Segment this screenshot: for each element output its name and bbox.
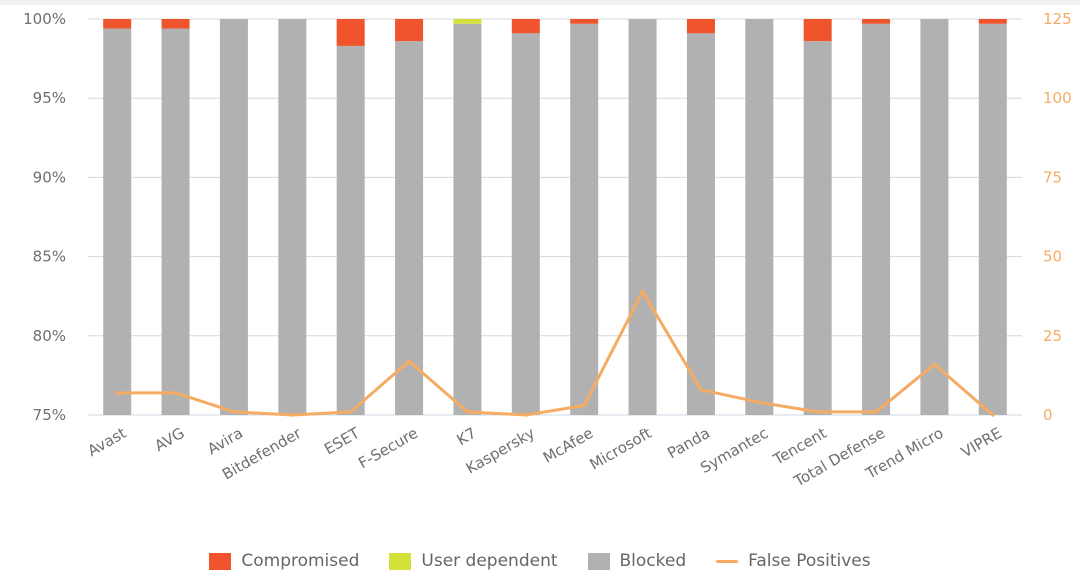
legend-color-swatch (209, 552, 232, 570)
bar-compromised (570, 19, 599, 24)
left-y-tick-label: 90% (33, 168, 66, 186)
bar-compromised (336, 19, 365, 46)
false-positives-point (932, 362, 937, 367)
right-y-tick-label: 0 (1043, 406, 1053, 424)
bar-compromised (511, 19, 540, 34)
category-label: AVG (152, 424, 188, 455)
bar-compromised (978, 19, 1007, 24)
bar-blocked (920, 19, 949, 415)
false-positives-point (407, 359, 411, 363)
bar-user-dependent (453, 19, 482, 24)
left-y-tick-label: 80% (33, 327, 66, 345)
bar-blocked (862, 23, 891, 415)
bar-compromised (862, 19, 891, 24)
false-positives-point (173, 391, 178, 395)
category-label: VIPRE (958, 424, 1005, 461)
legend-label: Compromised (241, 551, 360, 571)
false-positives-point (815, 410, 820, 414)
false-positives-point (991, 413, 995, 417)
legend-color-swatch (389, 552, 412, 570)
bar-blocked (453, 23, 482, 415)
category-label: ESET (321, 423, 363, 458)
bar-blocked (686, 33, 715, 415)
false-positives-point (115, 391, 119, 395)
category-label: Avast (85, 424, 130, 460)
bar-compromised (803, 19, 832, 42)
chart-legend: Compromised User dependent Blocked False Po… (0, 548, 1080, 574)
bar-blocked (745, 19, 774, 415)
false-positives-line (115, 289, 995, 417)
false-positives-point (232, 410, 236, 414)
bar-blocked (628, 19, 657, 415)
legend-label: Blocked (619, 551, 687, 571)
legend-item: False Positives (716, 551, 871, 571)
bar-compromised (686, 19, 715, 34)
category-label: Microsoft (586, 424, 654, 474)
legend-label: False Positives (748, 551, 871, 571)
right-y-tick-label: 75 (1043, 168, 1062, 186)
bar-blocked (161, 28, 190, 416)
false-positives-point (757, 400, 762, 405)
false-positives-point (524, 413, 528, 417)
left-y-tick-label: 85% (33, 248, 66, 266)
category-label: K7 (454, 424, 480, 449)
bar-blocked (570, 23, 599, 415)
left-y-tick-label: 75% (33, 406, 66, 424)
false-positives-point (465, 410, 470, 414)
false-positives-point (874, 410, 878, 414)
bar-compromised (395, 19, 424, 42)
bar-blocked (278, 19, 307, 415)
bar-blocked (336, 45, 365, 415)
bar-blocked (395, 41, 424, 416)
false-positives-point (699, 387, 703, 392)
legend-item: User dependent (389, 551, 558, 571)
legend-item: Compromised (209, 551, 359, 571)
legend-label: User dependent (421, 551, 558, 571)
legend-line-swatch (716, 559, 739, 563)
bar-blocked (978, 23, 1007, 415)
right-y-tick-label: 25 (1043, 327, 1062, 345)
bar-compromised (103, 19, 132, 29)
right-y-tick-label: 125 (1043, 10, 1072, 28)
bar-compromised (161, 19, 190, 29)
bar-blocked (219, 19, 248, 415)
false-positives-point (290, 413, 295, 417)
left-y-tick-label: 100% (23, 10, 66, 28)
right-y-tick-label: 100 (1043, 89, 1072, 107)
top-strip (0, 0, 1080, 5)
right-y-tick-label: 50 (1043, 248, 1062, 266)
false-positives-point (582, 403, 586, 408)
category-label: Avira (204, 424, 246, 458)
false-positives-point (640, 289, 645, 294)
bar-blocked (511, 33, 540, 415)
bar-blocked (803, 41, 832, 416)
false-positives-point (348, 410, 353, 414)
category-label: F-Secure (355, 424, 421, 472)
bar-blocked (103, 28, 132, 416)
legend-item: Blocked (587, 551, 687, 571)
legend-color-swatch (587, 552, 610, 570)
left-y-tick-label: 95% (33, 89, 66, 107)
